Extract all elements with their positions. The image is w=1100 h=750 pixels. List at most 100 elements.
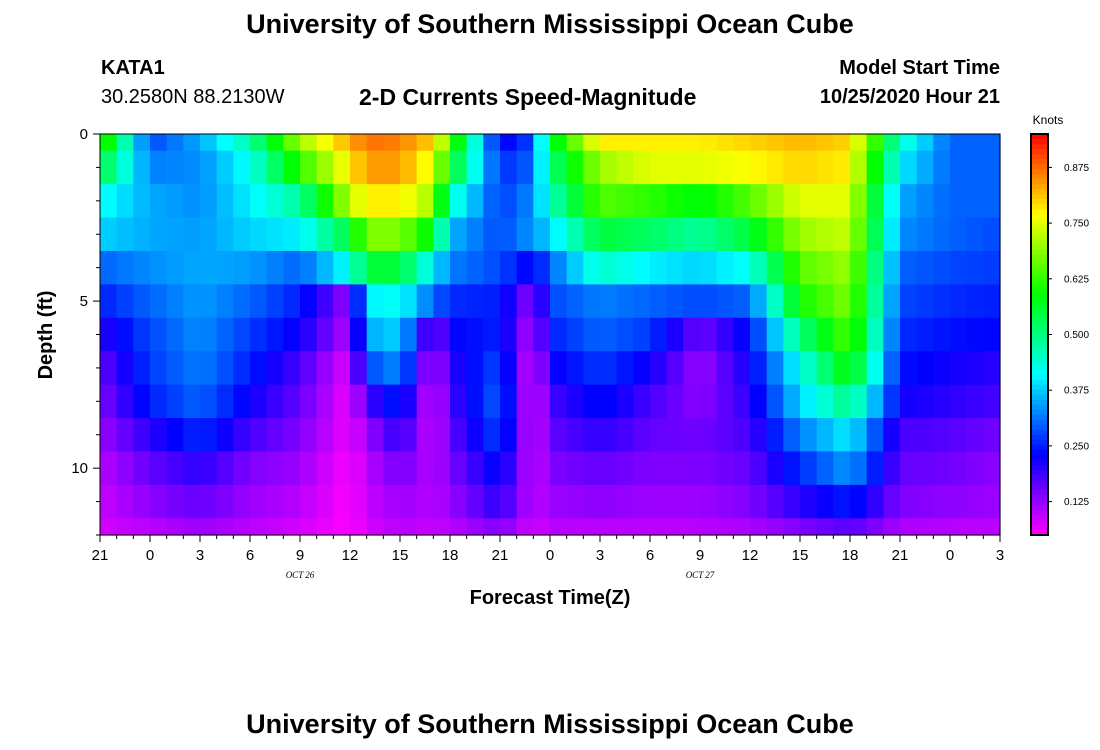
heatmap-cell (316, 184, 334, 219)
heatmap-cell (900, 250, 918, 285)
colorbar-segment (1031, 499, 1048, 506)
heatmap-cell (250, 351, 268, 386)
heatmap-cell (500, 351, 518, 386)
heatmap-cell (833, 317, 851, 352)
heatmap-cell (450, 134, 468, 152)
colorbar-segment (1031, 299, 1048, 306)
heatmap-cell (333, 518, 351, 536)
heatmap-cell (533, 418, 551, 453)
heatmap-cell (183, 351, 201, 386)
heatmap-cell (733, 384, 751, 419)
heatmap-cell (433, 134, 451, 152)
heatmap-cell (783, 250, 801, 285)
heatmap-cell (466, 134, 484, 152)
heatmap-cell (733, 217, 751, 252)
heatmap-cell (200, 284, 218, 319)
heatmap-cell (116, 518, 134, 536)
heatmap-cell (450, 484, 468, 519)
colorbar-segment (1031, 489, 1048, 496)
heatmap-cell (483, 518, 501, 536)
heatmap-cell (366, 134, 384, 152)
heatmap-cell (116, 317, 134, 352)
heatmap-cell (816, 451, 834, 486)
heatmap-cell (500, 250, 518, 285)
heatmap-cell (366, 250, 384, 285)
heatmap-cell (600, 351, 618, 386)
heatmap-cell (850, 250, 868, 285)
colorbar-segment (1031, 164, 1048, 170)
colorbar-segment (1031, 254, 1048, 260)
heatmap-cell (866, 384, 884, 419)
heatmap-cell (900, 184, 918, 219)
heatmap-cell (166, 518, 184, 536)
heatmap-cell (616, 384, 634, 419)
heatmap-cell (733, 418, 751, 453)
heatmap-cell (283, 134, 301, 152)
heatmap-cell (733, 518, 751, 536)
colorbar-tick-label: 0.125 (1064, 497, 1089, 508)
heatmap-cell (133, 134, 151, 152)
x-tick-label: 12 (342, 547, 359, 564)
heatmap-cell (133, 217, 151, 252)
heatmap-cell (383, 284, 401, 319)
heatmap-cell (916, 150, 934, 185)
heatmap-cell (966, 134, 984, 152)
heatmap-cell (533, 384, 551, 419)
heatmap-cell (216, 317, 234, 352)
heatmap-cell (500, 451, 518, 486)
heatmap-cell (466, 484, 484, 519)
heatmap-cell (683, 250, 701, 285)
heatmap-cell (200, 418, 218, 453)
heatmap-cell (333, 217, 351, 252)
heatmap-cell (616, 184, 634, 219)
heatmap-cell (116, 184, 134, 219)
heatmap-cell (216, 418, 234, 453)
heatmap-cell (933, 451, 951, 486)
heatmap-cell (433, 150, 451, 185)
heatmap-cell (433, 384, 451, 419)
heatmap-cell (733, 317, 751, 352)
colorbar-segment (1031, 389, 1048, 396)
heatmap-cell (650, 150, 668, 185)
heatmap-cell (566, 184, 584, 219)
heatmap-cell (283, 217, 301, 252)
heatmap-cell (883, 150, 901, 185)
heatmap-cell (833, 418, 851, 453)
heatmap-cell (533, 150, 551, 185)
y-tick-label: 0 (80, 126, 88, 143)
heatmap-cell (650, 518, 668, 536)
heatmap-cell (616, 317, 634, 352)
heatmap-cell (316, 217, 334, 252)
heatmap-cell (516, 184, 534, 219)
heatmap-cell (633, 384, 651, 419)
colorbar-segment (1031, 219, 1048, 225)
heatmap-cell (900, 150, 918, 185)
colorbar-segment (1031, 509, 1048, 516)
heatmap-cell (233, 217, 251, 252)
heatmap-cell (950, 284, 968, 319)
heatmap-cell (300, 134, 318, 152)
heatmap-cell (100, 184, 118, 219)
heatmap-cell (800, 184, 818, 219)
heatmap-cell (166, 484, 184, 519)
colorbar-segment (1031, 369, 1048, 376)
heatmap-cell (850, 317, 868, 352)
heatmap-cell (533, 217, 551, 252)
heatmap-cell (800, 518, 818, 536)
heatmap-cell (283, 351, 301, 386)
heatmap-cell (100, 217, 118, 252)
colorbar-segment (1031, 259, 1048, 265)
heatmap-cell (966, 250, 984, 285)
heatmap-cell (166, 284, 184, 319)
heatmap-cell (866, 284, 884, 319)
heatmap-cell (600, 250, 618, 285)
heatmap-cell (966, 217, 984, 252)
heatmap-cell (416, 217, 434, 252)
heatmap-cell (416, 351, 434, 386)
heatmap-cell (116, 250, 134, 285)
heatmap-cell (816, 518, 834, 536)
heatmap-cell (883, 484, 901, 519)
heatmap-cell (183, 317, 201, 352)
heatmap-cell (766, 317, 784, 352)
heatmap-cell (716, 217, 734, 252)
